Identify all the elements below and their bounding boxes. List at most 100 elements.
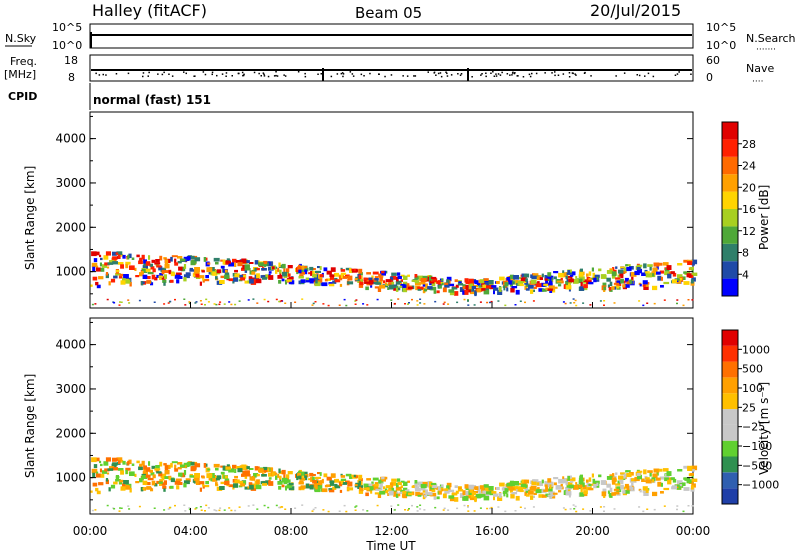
velocity-echo [316,483,323,489]
velocity-echo [299,478,306,481]
velocity-echo [638,506,641,508]
power-echo [389,276,394,282]
velocity-echo [443,507,446,510]
nave-point [304,72,306,75]
velocity-echo [659,476,664,480]
power-echo [509,274,514,279]
power-echo [122,277,126,282]
nave-point [161,73,164,76]
velocity-echo [473,510,476,512]
power-echo [458,281,462,284]
velocity-echo [174,464,177,470]
power-echo [140,270,144,275]
power-echo [311,268,316,270]
power-echo [275,298,278,301]
power-echo [214,269,219,273]
velocity-echo [660,491,664,494]
velocity-echo [465,487,472,490]
nave-point [414,75,417,77]
power-echo [347,275,353,281]
velocity-echo [431,488,436,493]
velocity-echo [514,510,517,512]
velocity-echo [338,510,341,512]
power-echo [329,274,335,277]
power-echo [125,263,128,269]
velocity-echo [120,470,124,475]
power-echo [548,282,553,287]
power-echo [99,262,102,267]
velocity-echo [589,483,595,486]
velocity-echo [656,477,661,481]
velocity-echo [188,508,191,511]
velocity-echo [625,470,628,473]
velocity-echo [225,466,231,470]
power-echo [588,281,594,285]
velocity-echo [176,485,180,490]
power-echo [514,304,517,306]
power-echo [379,276,383,282]
power-echo [408,302,410,304]
power-echo [624,283,630,288]
velocity-echo [168,476,172,481]
nave-tick-bottom: 0 [706,71,713,84]
power-echo [373,280,379,285]
power-echo [568,278,574,283]
power-echo [690,281,695,286]
power-echo [219,280,225,284]
power-echo [417,287,422,291]
velocity-echo [636,474,642,480]
power-echo [670,271,675,274]
nave-point [457,73,459,75]
velocity-echo [691,478,698,482]
power-echo [397,298,400,300]
velocity-echo [298,481,304,485]
velocity-echo [539,483,543,486]
power-echo [142,265,148,270]
velocity-echo [455,490,459,494]
velocity-echo [123,480,129,485]
power-echo [256,273,260,279]
velocity-echo [171,461,178,464]
velocity-echo [286,485,292,488]
power-echo [463,298,466,301]
power-echo [163,303,166,305]
velocity-echo [153,507,156,509]
velocity-echo [600,480,607,485]
nave-point [529,75,532,78]
power-echo [399,285,403,288]
power-echo [277,267,280,272]
velocity-echo [582,508,585,510]
power-echo [299,272,306,275]
power-echo [472,280,477,283]
velocity-echo [304,475,308,481]
power-echo [177,256,183,259]
power-echo [283,268,286,273]
power-echo [583,287,588,291]
power-echo [672,279,677,284]
velocity-echo [338,481,343,487]
power-echo [490,300,493,303]
velocity-echo [317,472,320,475]
power-echo [224,269,228,274]
power-echo [385,279,392,283]
velocity-echo [404,509,406,511]
velocity-echo [354,506,357,508]
power-echo [464,278,469,283]
power-echo [256,260,260,263]
power-echo [174,274,181,279]
nave-point [363,75,365,77]
velocity-echo [218,509,221,512]
velocity-echo [244,470,250,476]
power-echo [511,281,515,285]
power-echo [340,272,347,275]
velocity-echo [586,479,589,483]
power-echo [583,284,588,289]
power-echo [155,259,160,263]
nave-point [690,73,692,75]
velocity-echo [275,475,278,480]
power-echo [298,275,304,279]
power-echo [215,261,219,265]
velocity-echo [174,468,179,472]
power-echo [630,280,634,285]
power-echo [105,273,109,279]
